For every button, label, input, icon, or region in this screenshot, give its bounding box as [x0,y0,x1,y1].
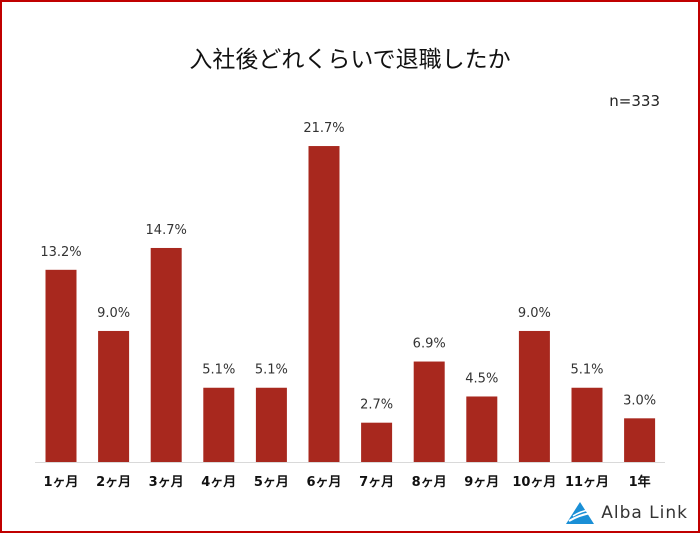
data-label: 5.1% [570,363,603,378]
bar [624,418,656,462]
bar [466,396,498,462]
x-tick-label: 7ヶ月 [359,475,394,490]
data-label: 21.7% [303,121,344,136]
data-label: 3.0% [623,393,656,408]
bar [361,422,393,462]
data-label: 6.9% [413,337,446,352]
x-tick-label: 9ヶ月 [464,475,499,490]
x-tick-label: 11ヶ月 [565,475,609,490]
x-tick-label: 3ヶ月 [149,475,184,490]
x-tick-label: 8ヶ月 [412,475,447,490]
x-tick-label: 4ヶ月 [201,475,236,490]
brand-name: Alba Link [601,503,688,523]
data-label: 5.1% [202,363,235,378]
data-label: 9.0% [97,306,130,321]
data-label: 2.7% [360,398,393,413]
data-label: 5.1% [255,363,288,378]
x-tick-label: 1ヶ月 [43,475,78,490]
bar [255,387,287,462]
data-label: 13.2% [40,245,81,260]
data-label: 4.5% [465,371,498,386]
bar [98,330,130,462]
chart-title: 入社後どれくらいで退職したか [189,47,511,73]
logo-icon [566,502,595,524]
bar [571,387,603,462]
bar [45,269,77,462]
x-tick-label: 5ヶ月 [254,475,289,490]
bar [518,330,550,462]
x-tick-label: 6ヶ月 [306,475,341,490]
bar [308,146,340,462]
x-tick-label: 10ヶ月 [512,475,556,490]
bar [203,387,235,462]
bar [150,247,182,462]
x-tick-label: 1年 [629,474,651,490]
data-label: 14.7% [146,223,187,238]
data-label: 9.0% [518,306,551,321]
bar [413,361,445,462]
brand-logo: Alba Link [565,501,688,525]
x-tick-label: 2ヶ月 [96,475,131,490]
sample-size: n=333 [609,92,660,110]
